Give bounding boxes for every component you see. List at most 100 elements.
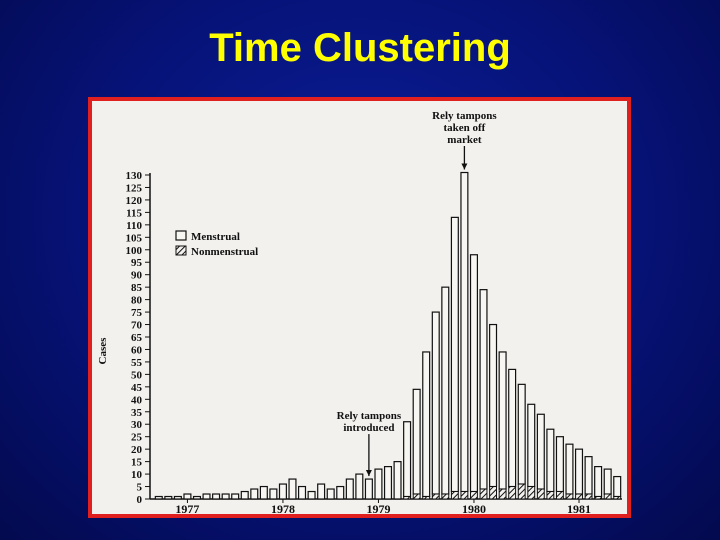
y-tick-label: 35 — [131, 407, 143, 419]
nonmenstrual-bar — [508, 486, 517, 500]
y-tick-label: 10 — [131, 469, 143, 481]
x-year-label: 1979 — [366, 502, 390, 514]
y-tick-label: 75 — [131, 307, 143, 319]
chart-bars — [154, 171, 622, 500]
menstrual-bar — [565, 443, 574, 495]
nonmenstrual-bar — [536, 488, 545, 500]
y-tick-label: 105 — [126, 232, 143, 244]
menstrual-bar — [164, 495, 173, 500]
menstrual-bar — [345, 478, 354, 500]
nonmenstrual-bar — [403, 496, 412, 500]
menstrual-bar — [527, 403, 536, 488]
y-tick-label: 45 — [131, 382, 143, 394]
nonmenstrual-bar — [575, 493, 583, 500]
chart-legend: Menstrual Nonmenstrual — [175, 230, 258, 258]
menstrual-bar — [259, 485, 268, 500]
nonmenstrual-bar — [565, 493, 574, 500]
legend-swatch-menstrual — [175, 230, 187, 241]
menstrual-bar — [450, 216, 459, 493]
y-tick-label: 20 — [131, 444, 143, 456]
nonmenstrual-bar — [584, 493, 593, 500]
annotation-text: market — [447, 134, 482, 146]
legend-label-nonmenstrual: Nonmenstrual — [191, 246, 258, 258]
y-tick-label: 80 — [131, 295, 143, 307]
menstrual-bar — [422, 351, 431, 498]
nonmenstrual-bar — [489, 486, 497, 500]
y-tick-label: 30 — [131, 419, 143, 431]
menstrual-bar — [517, 383, 526, 485]
menstrual-bar — [603, 468, 612, 495]
menstrual-bar — [546, 428, 555, 493]
menstrual-bar — [469, 254, 478, 493]
menstrual-bar — [574, 448, 584, 495]
menstrual-bar — [584, 456, 593, 495]
nonmenstrual-bar — [441, 493, 450, 500]
menstrual-bar — [212, 493, 221, 500]
y-tick-label: 85 — [131, 282, 143, 294]
menstrual-bar — [403, 421, 412, 498]
y-tick-label: 50 — [131, 369, 143, 381]
nonmenstrual-bar — [479, 488, 488, 500]
y-tick-label: 55 — [131, 357, 143, 369]
nonmenstrual-bar — [555, 491, 564, 500]
menstrual-bar — [374, 468, 383, 500]
nonmenstrual-bar — [470, 491, 478, 500]
y-tick-label: 25 — [131, 432, 143, 444]
annotation-arrowhead — [461, 163, 468, 170]
menstrual-bar — [173, 495, 182, 500]
y-tick-label: 60 — [131, 344, 143, 356]
menstrual-bar — [364, 478, 373, 500]
menstrual-bar — [489, 323, 498, 488]
menstrual-bar — [288, 478, 297, 500]
menstrual-bar — [221, 493, 230, 500]
menstrual-bar — [431, 311, 440, 495]
nonmenstrual-bar — [498, 488, 507, 500]
annotation-text: Rely tampons — [337, 410, 402, 422]
menstrual-bar — [412, 388, 421, 495]
menstrual-bar — [326, 488, 335, 500]
nonmenstrual-bar — [450, 491, 459, 500]
y-tick-label: 15 — [131, 457, 143, 469]
y-tick-label: 70 — [131, 320, 143, 332]
legend-label-menstrual: Menstrual — [191, 231, 240, 243]
nonmenstrual-bar — [594, 496, 603, 500]
nonmenstrual-bar — [412, 493, 421, 500]
nonmenstrual-bar — [603, 493, 612, 500]
nonmenstrual-bar — [460, 491, 469, 500]
y-tick-label: 40 — [131, 394, 143, 406]
menstrual-bar — [269, 488, 278, 500]
menstrual-bar — [231, 493, 240, 500]
y-tick-label: 95 — [131, 257, 143, 269]
menstrual-bar — [508, 368, 517, 488]
y-tick-label: 130 — [126, 170, 143, 182]
menstrual-bar — [278, 483, 287, 500]
chart-frame: 0 5 10 15 20 25 30 35 40 45 50 55 60 65 70 75 80 85 90 95 10… — [88, 97, 631, 518]
nonmenstrual-bar — [613, 496, 622, 500]
y-tick-label: 110 — [126, 220, 142, 232]
slide-title: Time Clustering — [209, 26, 511, 70]
nonmenstrual-bar — [517, 483, 526, 500]
nonmenstrual-bar — [546, 491, 555, 500]
y-tick-label: 115 — [126, 207, 142, 219]
annotation-text: taken off — [443, 122, 485, 134]
nonmenstrual-bar — [527, 486, 536, 500]
x-year-label: 1977 — [175, 502, 199, 514]
menstrual-bar — [460, 171, 469, 493]
menstrual-bar — [154, 495, 163, 500]
menstrual-bar — [240, 490, 249, 500]
menstrual-bar — [336, 485, 345, 500]
y-tick-label: 90 — [131, 270, 143, 282]
menstrual-bar — [393, 461, 402, 500]
annotation-text: introduced — [343, 422, 394, 434]
menstrual-bar — [479, 289, 488, 490]
x-year-label: 1981 — [567, 502, 591, 514]
menstrual-bar — [183, 493, 192, 500]
y-tick-label: 125 — [126, 182, 143, 194]
menstrual-bar — [536, 413, 545, 490]
menstrual-bar — [498, 351, 507, 490]
chart-axes: 0510152025303540455055606570758085909510… — [97, 170, 622, 514]
y-tick-label: 5 — [137, 482, 143, 494]
menstrual-bar — [202, 493, 211, 500]
menstrual-bar — [355, 473, 364, 500]
